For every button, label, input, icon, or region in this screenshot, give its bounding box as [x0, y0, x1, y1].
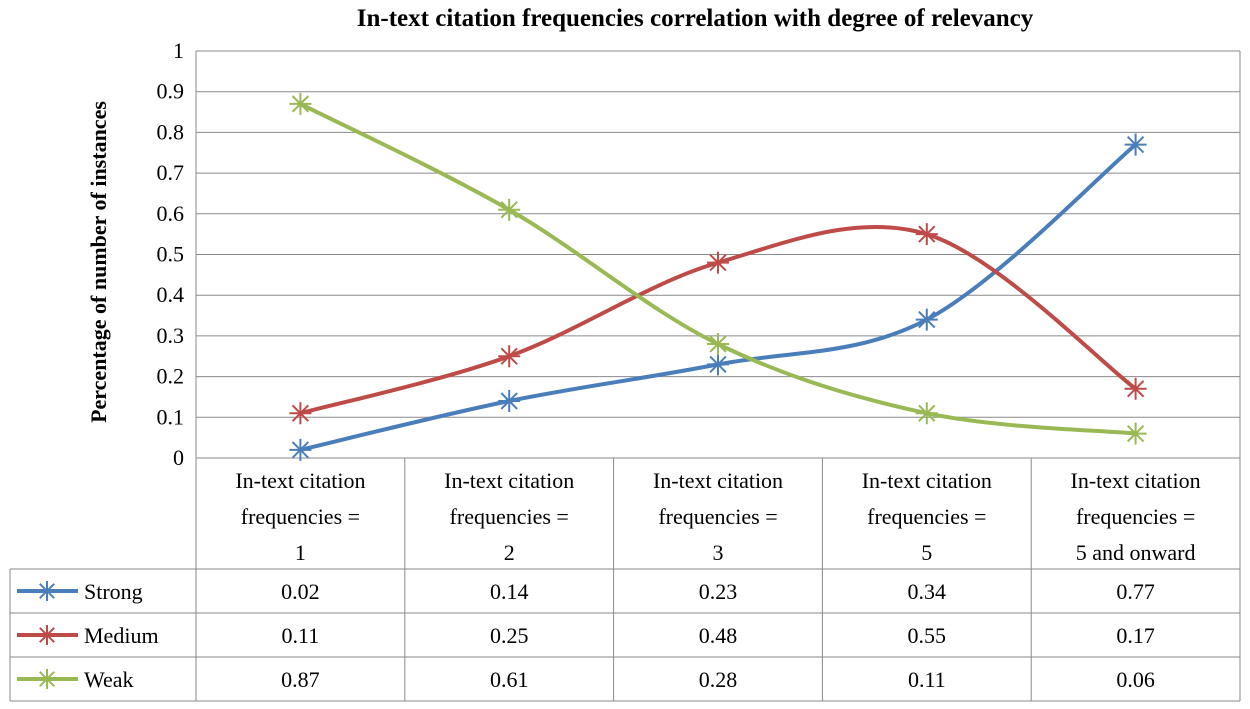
data-label: 0.55	[908, 623, 947, 648]
data-point	[37, 581, 57, 601]
data-label: 0.17	[1116, 623, 1155, 648]
category-label: In-text citation	[653, 468, 783, 493]
data-label: 0.25	[490, 623, 529, 648]
data-point	[289, 438, 312, 461]
y-tick-label: 1	[173, 38, 184, 63]
data-point	[707, 333, 729, 356]
category-label: In-text citation	[862, 468, 992, 493]
data-point	[915, 308, 938, 331]
y-axis-label: Percentage of number of instances	[86, 101, 111, 423]
data-point	[1124, 377, 1147, 400]
series-line-strong	[299, 143, 1137, 452]
y-tick-label: 0.1	[157, 404, 185, 429]
category-label: In-text citation	[1071, 468, 1201, 493]
data-point	[37, 669, 57, 689]
data-label: 0.23	[699, 579, 738, 604]
y-tick-label: 0.5	[157, 242, 185, 267]
data-point	[498, 390, 521, 413]
category-label: frequencies =	[1076, 504, 1195, 529]
y-tick-label: 0.2	[157, 364, 185, 389]
y-tick-label: 0.4	[157, 282, 185, 307]
data-label: 0.02	[281, 579, 320, 604]
y-tick-label: 0.7	[157, 160, 185, 185]
category-label: frequencies =	[867, 504, 986, 529]
category-label: 3	[713, 540, 724, 565]
data-point	[289, 92, 312, 115]
data-label: 0.48	[699, 623, 738, 648]
data-point	[498, 345, 521, 368]
y-tick-label: 0.8	[157, 119, 185, 144]
category-label: 5	[921, 540, 932, 565]
data-label: 0.06	[1116, 667, 1155, 692]
legend-label-weak: Weak	[84, 667, 134, 692]
series-lines	[289, 92, 1147, 461]
y-tick-label: 0.6	[157, 201, 185, 226]
data-label: 0.34	[908, 579, 947, 604]
data-label: 0.14	[490, 579, 529, 604]
category-label: 2	[504, 540, 515, 565]
data-label: 0.11	[908, 667, 946, 692]
data-point	[707, 353, 729, 376]
data-label: 0.11	[282, 623, 320, 648]
y-axis-ticks: 0 0.1 0.2 0.3 0.4 0.5 0.6 0.7 0.8 0.9 1	[157, 38, 185, 470]
data-point	[707, 251, 729, 274]
chart-title: In-text citation frequencies correlation…	[357, 5, 1034, 32]
category-label: In-text citation	[235, 468, 365, 493]
data-label: 0.28	[699, 667, 738, 692]
category-label: frequencies =	[241, 504, 360, 529]
category-label: In-text citation	[444, 468, 574, 493]
category-label: 1	[295, 540, 306, 565]
legend-label-medium: Medium	[84, 623, 159, 648]
data-label: 0.77	[1116, 579, 1155, 604]
data-point	[289, 402, 312, 425]
y-tick-label: 0.9	[157, 79, 185, 104]
category-label: 5 and onward	[1076, 540, 1196, 565]
data-label: 0.61	[490, 667, 529, 692]
data-point	[915, 223, 938, 246]
data-point	[498, 198, 521, 221]
category-label: frequencies =	[658, 504, 777, 529]
y-tick-label: 0.3	[157, 323, 185, 348]
data-point	[37, 625, 57, 645]
legend-label-strong: Strong	[84, 579, 143, 604]
data-point	[915, 402, 938, 425]
data-label: 0.87	[281, 667, 320, 692]
category-label: frequencies =	[450, 504, 569, 529]
y-tick-label: 0	[173, 445, 184, 470]
data-point	[1124, 133, 1147, 156]
data-point	[1124, 422, 1147, 445]
data-table: In-text citation frequencies = 1 In-text ci…	[9, 457, 1241, 702]
